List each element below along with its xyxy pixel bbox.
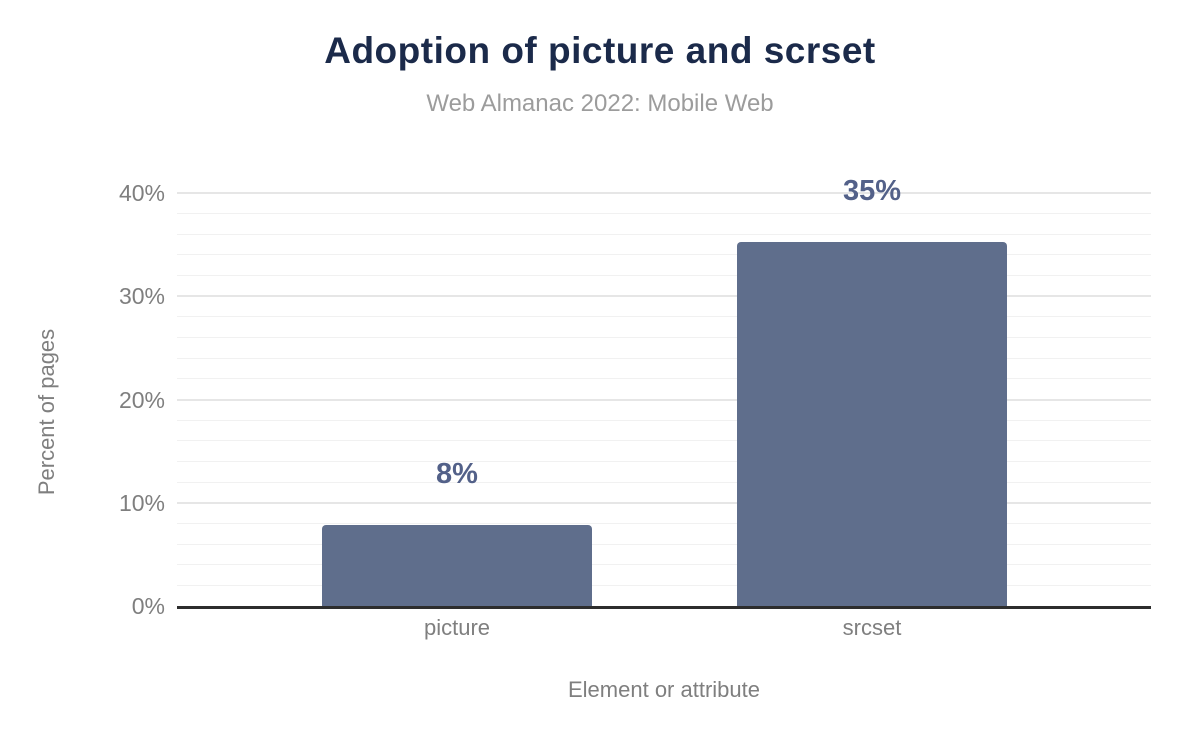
gridline-minor [177, 378, 1151, 380]
x-axis-title: Element or attribute [568, 677, 760, 702]
y-tick-label: 0% [131, 593, 165, 619]
gridline-minor [177, 564, 1151, 566]
gridline-minor [177, 316, 1151, 318]
chart-title: Adoption of picture and scrset [324, 30, 876, 71]
x-axis-line [177, 606, 1151, 609]
data-label-srcset: 35% [842, 174, 902, 207]
y-tick-label: 10% [118, 489, 165, 516]
bar-srcset [737, 241, 1007, 606]
gridline-minor [177, 481, 1151, 483]
gridline-major [177, 192, 1151, 194]
gridline-minor [177, 460, 1151, 462]
bar-picture [322, 525, 592, 606]
chart-subtitle: Web Almanac 2022: Mobile Web [426, 90, 774, 117]
gridline-major [177, 398, 1151, 401]
y-axis-title: Percent of pages [34, 328, 59, 496]
data-label-picture: 8% [436, 458, 478, 491]
gridline-minor [177, 233, 1151, 235]
y-tick-label: 40% [118, 180, 165, 206]
gridline-minor [177, 213, 1151, 215]
gridline-minor [177, 275, 1151, 277]
x-tick-label-srcset: srcset [842, 615, 902, 640]
x-tick-label-picture: picture [423, 615, 491, 640]
y-tick-label: 20% [118, 386, 165, 413]
gridline-minor [177, 357, 1151, 359]
gridline-minor [177, 584, 1151, 586]
gridline-minor [177, 337, 1151, 339]
gridline-major [177, 295, 1151, 298]
gridline-minor [177, 440, 1151, 442]
y-tick-label: 30% [118, 283, 165, 310]
gridline-minor [177, 254, 1151, 256]
gridline-minor [177, 543, 1151, 545]
gridline-minor [177, 419, 1151, 421]
gridline-major [177, 501, 1151, 504]
gridline-minor [177, 522, 1151, 524]
